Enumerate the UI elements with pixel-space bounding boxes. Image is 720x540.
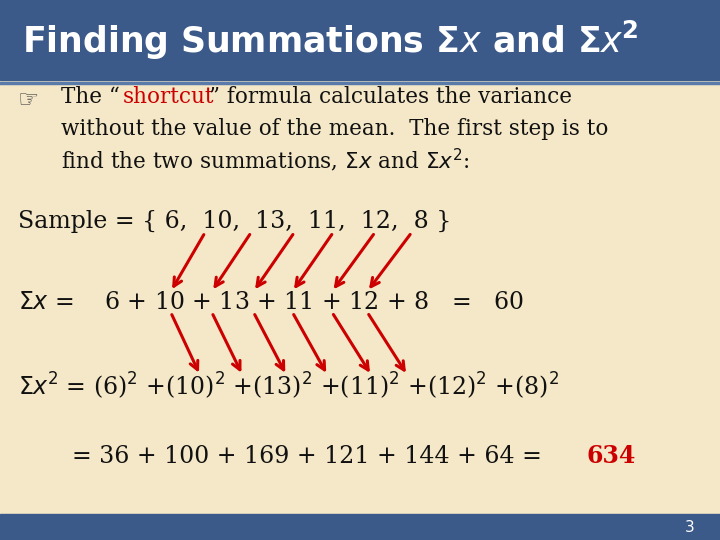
- Text: ☞: ☞: [18, 88, 39, 112]
- Text: 3: 3: [685, 519, 695, 535]
- Text: 634: 634: [587, 444, 636, 468]
- Text: ” formula calculates the variance: ” formula calculates the variance: [209, 86, 572, 108]
- Text: = 36 + 100 + 169 + 121 + 144 + 64 =: = 36 + 100 + 169 + 121 + 144 + 64 =: [72, 445, 549, 468]
- Text: The “: The “: [61, 86, 120, 108]
- Bar: [0, 0, 720, 80]
- Text: $\Sigma$$\it{x}$ =    6 + 10 + 13 + 11 + 12 + 8   =   60: $\Sigma$$\it{x}$ = 6 + 10 + 13 + 11 + 12…: [18, 291, 524, 314]
- Text: Sample = { 6,  10,  13,  11,  12,  8 }: Sample = { 6, 10, 13, 11, 12, 8 }: [18, 210, 451, 233]
- Text: shortcut: shortcut: [123, 86, 215, 108]
- Text: find the two summations, $\Sigma$$\it{x}$ and $\Sigma$$\it{x}^2$:: find the two summations, $\Sigma$$\it{x}…: [61, 146, 469, 173]
- Bar: [0, 514, 720, 540]
- Text: $\Sigma$$\it{x}$$^2$ = (6)$^2$ +(10)$^2$ +(13)$^2$ +(11)$^2$ +(12)$^2$ +(8)$^2$: $\Sigma$$\it{x}$$^2$ = (6)$^2$ +(10)$^2$…: [18, 370, 559, 402]
- Text: $\bf{Finding\ Summations}$ $\mathbf{\Sigma}$$\it{x}$ $\bf{and}$ $\mathbf{\Sigma}: $\bf{Finding\ Summations}$ $\mathbf{\Sig…: [22, 18, 638, 62]
- Text: without the value of the mean.  The first step is to: without the value of the mean. The first…: [61, 118, 608, 139]
